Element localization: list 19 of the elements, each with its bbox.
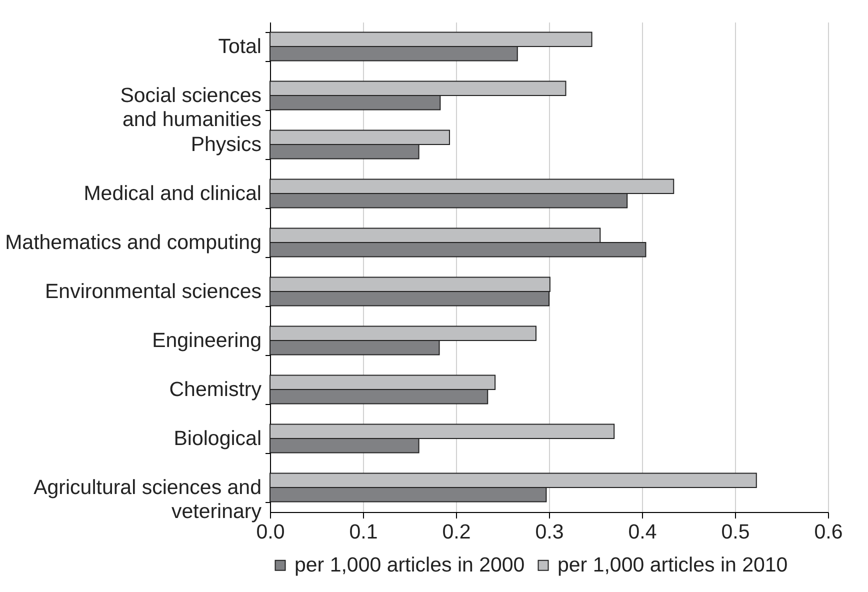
y-tick-label: Environmental sciences xyxy=(45,280,262,303)
y-tick-label: Physics xyxy=(190,133,262,156)
y-tick-label: Total xyxy=(218,35,262,58)
x-tick-label: 0.1 xyxy=(349,520,378,544)
legend-label: per 1,000 articles in 2000 xyxy=(294,553,525,576)
y-tick-label: Engineering xyxy=(152,329,262,352)
legend-label: per 1,000 articles in 2010 xyxy=(558,553,788,576)
y-tick-label: Mathematics and computing xyxy=(5,231,262,254)
x-tick-label: 0.4 xyxy=(628,520,657,544)
x-tick-label: 0.2 xyxy=(442,520,471,544)
x-tick-label: 0.0 xyxy=(256,520,285,544)
x-tick-label: 0.5 xyxy=(721,520,750,544)
x-tick-label: 0.6 xyxy=(814,520,843,544)
x-tick-label: 0.3 xyxy=(535,520,564,544)
y-tick-label: Social sciences and humanities xyxy=(120,84,262,131)
y-tick-label: Agricultural sciences and veterinary xyxy=(34,476,262,523)
y-tick-label: Biological xyxy=(174,427,262,450)
y-tick-label: Medical and clinical xyxy=(84,182,262,205)
y-tick-label: Chemistry xyxy=(169,378,262,401)
